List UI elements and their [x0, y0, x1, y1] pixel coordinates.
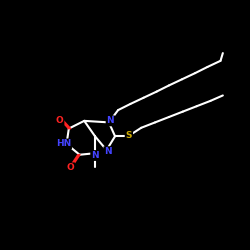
Text: N: N	[106, 116, 114, 125]
Text: O: O	[66, 163, 74, 172]
Text: N: N	[104, 147, 112, 156]
Text: N: N	[91, 151, 99, 160]
Text: O: O	[56, 116, 64, 124]
Text: S: S	[126, 131, 132, 140]
Text: HN: HN	[56, 140, 71, 148]
